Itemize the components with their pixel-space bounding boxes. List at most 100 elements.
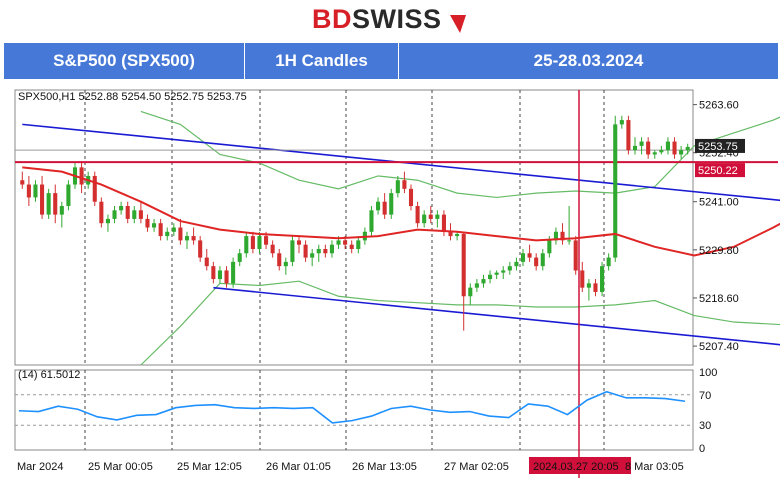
candle-body (145, 218, 150, 228)
dates-cell: 25-28.03.2024 (399, 43, 778, 79)
candle-body (264, 236, 269, 245)
indicator-label: (14) 61.5012 (18, 369, 80, 381)
candle-body (428, 214, 433, 219)
candle-body (395, 180, 400, 194)
candle-body (461, 233, 466, 297)
candle-body (231, 261, 236, 284)
title-bar: S&P500 (SPX500) 1H Candles 25-28.03.2024 (4, 43, 778, 79)
candle-body (507, 266, 512, 271)
indicator-line (18, 390, 686, 424)
candle-body (46, 193, 51, 215)
moving-average-line (22, 166, 780, 257)
candle-body (626, 120, 631, 151)
candle-body (349, 244, 354, 249)
candle-body (26, 184, 31, 198)
candle-body (501, 270, 506, 273)
candle-body (606, 257, 611, 267)
candle-body (389, 193, 394, 215)
candle-body (573, 240, 578, 271)
candle-body (646, 141, 651, 155)
candle-body (92, 175, 97, 202)
price-tick-label: 5229.80 (699, 245, 739, 257)
candle-body (402, 180, 407, 189)
indicator-tick-label: 0 (699, 443, 705, 455)
price-tick-label: 5241.00 (699, 197, 739, 209)
price-chart: 5263.605252.405241.005229.805218.605207.… (0, 80, 780, 488)
candle-body (184, 236, 190, 241)
candle-body (105, 218, 110, 224)
candle-body (560, 231, 565, 241)
candle-body (310, 253, 315, 258)
time-axis-label: 25 Mar 00:05 (88, 461, 153, 473)
candle-body (659, 150, 664, 153)
candle-body (580, 270, 585, 288)
level-price-box (695, 163, 745, 178)
channel-upper-line (22, 123, 780, 202)
candle-body (244, 236, 249, 254)
candle-body (303, 244, 308, 258)
candle-body (520, 253, 526, 262)
level-price-label: 5250.22 (698, 165, 738, 177)
candle-body (40, 184, 45, 215)
candle-body (211, 266, 216, 280)
candle-body (112, 210, 117, 219)
candle-body (540, 253, 545, 267)
time-axis-label: 27 Mar 02:05 (444, 461, 509, 473)
price-tick-label: 5263.60 (699, 100, 739, 112)
brand-flag-icon (449, 14, 466, 33)
candle-body (422, 214, 427, 224)
candle-body (250, 236, 255, 249)
candle-body (488, 274, 493, 280)
candle-body (53, 193, 58, 215)
price-pane-frame (14, 89, 694, 366)
time-axis-label: 26 Mar 01:05 (266, 461, 331, 473)
candle-body (237, 253, 242, 262)
info-line: SPX500,H1 5252.88 5254.50 5252.75 5253.7… (18, 91, 247, 103)
candle-body (593, 283, 598, 292)
indicator-tick-label: 100 (699, 367, 717, 379)
candle-body (382, 201, 387, 215)
candle-body (178, 227, 183, 241)
event-time-box (529, 457, 631, 474)
candle-body (329, 244, 334, 254)
candle-body (534, 257, 539, 267)
candle-body (455, 233, 460, 237)
candle-body (527, 253, 532, 258)
brand-swiss: SWISS (352, 4, 442, 34)
candle-body (567, 240, 572, 242)
candle-body (494, 272, 499, 275)
candle-body (224, 270, 229, 284)
candle-body (296, 240, 302, 245)
indicator-pane-frame (14, 369, 694, 451)
candle-body (270, 244, 275, 254)
candle-body (408, 188, 414, 207)
time-axis-label: Mar 2024 (17, 461, 63, 473)
candle-body (217, 270, 222, 280)
candle-body (165, 231, 170, 237)
candle-body (66, 184, 71, 207)
indicator-tick-label: 70 (699, 390, 711, 402)
candle-body (514, 261, 519, 267)
candle-body (277, 253, 282, 267)
candle-body (547, 240, 552, 254)
candle-body (79, 167, 84, 185)
candle-body (119, 206, 124, 211)
candle-body (356, 240, 361, 249)
candle-body (336, 240, 341, 245)
bollinger-lower-line (140, 280, 780, 366)
candle-body (204, 257, 209, 267)
candle-body (125, 206, 130, 219)
candle-body (59, 206, 64, 215)
indicator-tick-label: 30 (699, 420, 711, 432)
candle-body (441, 214, 446, 232)
candle-body (586, 283, 591, 288)
price-tick-label: 5218.60 (699, 293, 739, 305)
candle-body (132, 210, 137, 219)
candle-body (20, 180, 25, 185)
candle-body (448, 231, 453, 237)
candle-body (138, 210, 143, 219)
time-axis-label: 25 Mar 12:05 (177, 461, 242, 473)
candle-body (672, 141, 677, 155)
candle-body (343, 240, 348, 245)
candle-body (481, 279, 486, 284)
